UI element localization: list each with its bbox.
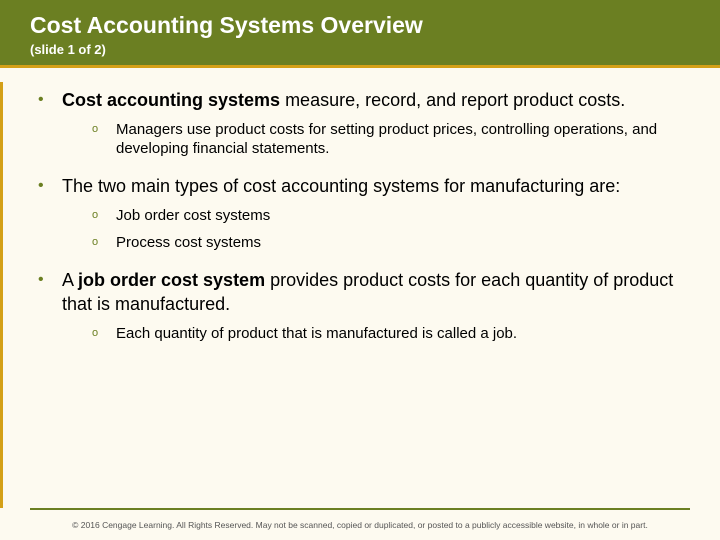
bullet-1-sub-1-text: Managers use product costs for setting p…	[116, 120, 682, 158]
bullet-3-pre: A	[62, 270, 78, 290]
bullet-3-bold: job order cost system	[78, 270, 265, 290]
bullet-3-sub-1: o Each quantity of product that is manuf…	[92, 324, 682, 343]
side-accent	[0, 82, 3, 508]
bullet-3-sub-1-text: Each quantity of product that is manufac…	[116, 324, 517, 343]
slide-content: • Cost accounting systems measure, recor…	[0, 68, 720, 355]
copyright-footer: © 2016 Cengage Learning. All Rights Rese…	[0, 520, 720, 530]
bullet-dot-icon: •	[38, 88, 48, 112]
bullet-1: • Cost accounting systems measure, recor…	[38, 88, 682, 112]
sub-bullet-icon: o	[92, 206, 102, 225]
bullet-1-text: Cost accounting systems measure, record,…	[62, 88, 625, 112]
bullet-3-text: A job order cost system provides product…	[62, 268, 682, 316]
bullet-2-text: The two main types of cost accounting sy…	[62, 174, 620, 198]
footer-divider	[30, 508, 690, 510]
bullet-2-sub-2-text: Process cost systems	[116, 233, 261, 252]
slide-title: Cost Accounting Systems Overview	[30, 12, 690, 39]
bullet-2: • The two main types of cost accounting …	[38, 174, 682, 198]
bullet-dot-icon: •	[38, 268, 48, 292]
slide-header: Cost Accounting Systems Overview (slide …	[0, 0, 720, 68]
bullet-2-sub-1: o Job order cost systems	[92, 206, 682, 225]
bullet-2-sub-2: o Process cost systems	[92, 233, 682, 252]
bullet-3: • A job order cost system provides produ…	[38, 268, 682, 316]
bullet-1-rest: measure, record, and report product cost…	[280, 90, 625, 110]
bullet-dot-icon: •	[38, 174, 48, 198]
bullet-1-sub-1: o Managers use product costs for setting…	[92, 120, 682, 158]
bullet-1-bold: Cost accounting systems	[62, 90, 280, 110]
sub-bullet-icon: o	[92, 324, 102, 343]
bullet-2-sub-1-text: Job order cost systems	[116, 206, 270, 225]
sub-bullet-icon: o	[92, 233, 102, 252]
slide-subtitle: (slide 1 of 2)	[30, 42, 690, 57]
sub-bullet-icon: o	[92, 120, 102, 139]
